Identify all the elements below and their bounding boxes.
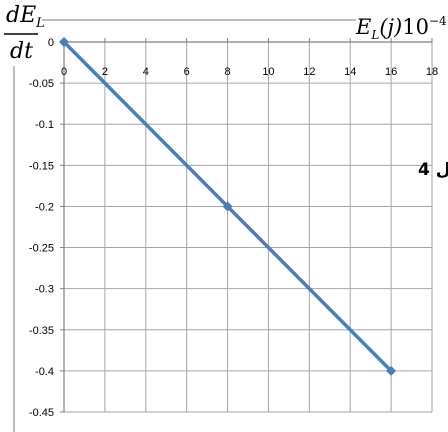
y-tick-label: -0.3 [35, 284, 54, 296]
x-axis-label: EL(j)10−4 [355, 14, 447, 42]
y-label-denominator: dt [10, 39, 33, 64]
x-tick-label: 0 [61, 66, 67, 78]
y-tick-label: -0.4 [35, 366, 54, 378]
y-axis-label: dEL dt [4, 3, 45, 64]
x-tick-label: 18 [426, 66, 438, 78]
y-label-numerator: dEL [6, 3, 45, 31]
series [59, 37, 397, 376]
x-tick-label: 8 [224, 66, 230, 78]
axes [13, 19, 433, 432]
x-tick-label: 14 [344, 66, 356, 78]
x-tick-label: 16 [385, 66, 397, 78]
y-tick-label: -0.15 [29, 160, 54, 172]
grid [64, 42, 433, 413]
data-point-marker [222, 201, 233, 212]
y-tick-label: -0.1 [35, 119, 54, 131]
x-tick-label: 4 [143, 66, 149, 78]
x-tick-label: 12 [303, 66, 315, 78]
y-tick-label: -0.25 [29, 243, 54, 255]
y-tick-label: -0.45 [29, 407, 54, 419]
tick-labels: 0 2 4 6 8 10 12 14 16 18 0 -0.05 -0.1 -0.15 -0.2 -0.25 -… [29, 37, 438, 419]
x-tick-label: 10 [262, 66, 274, 78]
y-tick-label: -0.2 [35, 201, 54, 213]
y-tick-label: -0.05 [29, 78, 54, 90]
figure-label: الشكل 4 [418, 160, 448, 180]
x-tick-label: 2 [102, 66, 108, 78]
y-tick-label: -0.35 [29, 325, 54, 337]
data-point-marker [59, 37, 69, 47]
x-label-main: EL(j)10−4 [355, 14, 447, 42]
y-tick-label: 0 [48, 37, 54, 49]
x-tick-label: 6 [184, 66, 190, 78]
data-point-marker [386, 365, 397, 376]
